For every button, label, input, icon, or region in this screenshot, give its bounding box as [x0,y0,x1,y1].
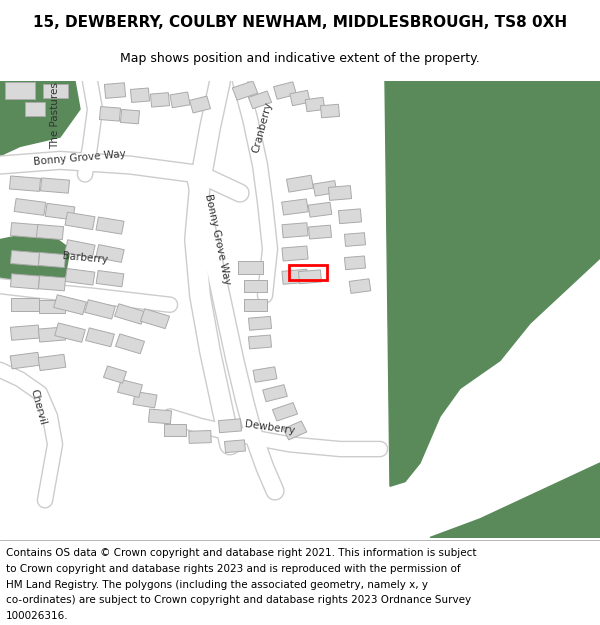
Bar [244,299,266,311]
Bar [170,92,190,108]
Bar [39,300,65,313]
Bar [53,295,86,314]
Bar [308,202,332,217]
Bar [320,104,340,118]
Bar [103,366,127,383]
Bar [38,276,65,291]
Polygon shape [0,230,70,286]
Bar [104,82,125,98]
Text: 15, DEWBERRY, COULBY NEWHAM, MIDDLESBROUGH, TS8 0XH: 15, DEWBERRY, COULBY NEWHAM, MIDDLESBROU… [33,15,567,30]
Bar [65,269,95,285]
Bar [65,240,95,258]
Bar [248,316,272,330]
Text: The Pastures: The Pastures [50,82,60,149]
Bar [96,271,124,287]
Bar [115,304,145,324]
Bar [85,300,115,319]
Bar [55,323,85,342]
Text: Contains OS data © Crown copyright and database right 2021. This information is : Contains OS data © Crown copyright and d… [6,548,476,558]
Text: Bonny Grove Way: Bonny Grove Way [203,193,233,286]
Bar [100,106,121,121]
Bar [313,181,337,196]
Bar [43,84,67,98]
Bar [10,251,40,266]
Bar [274,82,296,99]
Bar [282,269,308,284]
Bar [282,246,308,261]
Bar [40,178,70,193]
Bar [38,354,66,371]
Bar [238,261,263,274]
Bar [244,280,266,292]
Bar [10,325,40,340]
Bar [344,256,365,269]
Bar [130,88,149,102]
Bar [286,175,314,192]
Bar [338,209,362,224]
Bar [189,431,211,443]
Bar [10,222,40,238]
Bar [37,224,64,239]
Bar [232,81,258,100]
Bar [263,384,287,402]
Text: Map shows position and indicative extent of the property.: Map shows position and indicative extent… [120,52,480,65]
Text: HM Land Registry. The polygons (including the associated geometry, namely x, y: HM Land Registry. The polygons (includin… [6,579,428,589]
Bar [248,335,272,349]
Bar [305,98,325,112]
Bar [38,327,65,342]
Bar [224,440,245,452]
Bar [86,328,115,347]
Bar [96,244,124,262]
Bar [218,419,242,432]
Bar [281,199,308,215]
Bar [38,253,65,268]
Bar [283,421,307,440]
Bar [10,274,40,289]
Bar [115,334,145,354]
Bar [45,203,75,220]
Bar [349,279,371,293]
Bar [308,225,332,239]
Text: to Crown copyright and database rights 2023 and is reproduced with the permissio: to Crown copyright and database rights 2… [6,564,461,574]
Text: Barberry: Barberry [62,251,108,265]
Text: Dewberry: Dewberry [244,419,296,436]
Bar [253,367,277,382]
Bar [25,102,45,116]
Bar [121,109,140,124]
Bar [282,222,308,238]
Polygon shape [430,463,600,538]
Text: co-ordinates) are subject to Crown copyright and database rights 2023 Ordnance S: co-ordinates) are subject to Crown copyr… [6,595,471,605]
Bar [151,92,170,107]
Bar [14,199,46,216]
Bar [272,402,298,421]
Bar [118,379,142,398]
Bar [5,82,35,99]
Bar [140,309,170,329]
Bar [96,217,124,234]
Bar [344,232,365,246]
Bar [164,424,186,436]
Bar [328,186,352,201]
Polygon shape [0,81,80,156]
Bar [65,213,95,229]
Bar [133,391,157,408]
Bar [148,409,172,424]
Polygon shape [385,81,600,486]
Bar [11,298,39,311]
Bar [190,96,211,113]
Text: Cranberry: Cranberry [250,101,274,154]
Text: Chervil: Chervil [28,388,47,426]
Bar [248,91,272,109]
Bar [10,176,41,191]
Bar [298,270,322,284]
Bar [290,91,310,106]
Text: 100026316.: 100026316. [6,611,68,621]
Bar [289,264,327,279]
Text: Bonny Grove Way: Bonny Grove Way [34,149,127,167]
Bar [10,352,40,369]
